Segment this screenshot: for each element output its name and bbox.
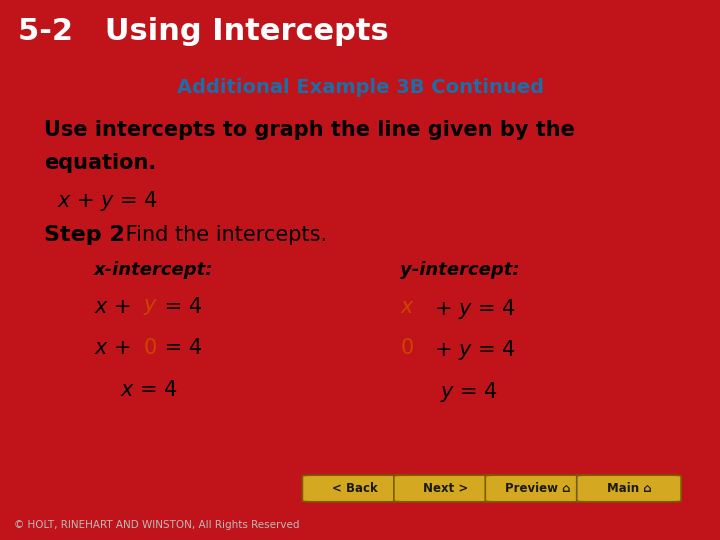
Text: $y$: $y$ [143,298,158,318]
Text: © HOLT, RINEHART AND WINSTON, All Rights Reserved: © HOLT, RINEHART AND WINSTON, All Rights… [14,520,300,530]
Text: equation.: equation. [44,153,156,173]
Text: Next >: Next > [423,482,469,495]
Text: Main ⌂: Main ⌂ [607,482,651,495]
Text: Additional Example 3B Continued: Additional Example 3B Continued [176,78,544,97]
Text: Preview ⌂: Preview ⌂ [505,482,570,495]
FancyBboxPatch shape [394,475,498,502]
Text: 5-2   Using Intercepts: 5-2 Using Intercepts [18,17,389,45]
Text: + $y$ = 4: + $y$ = 4 [428,298,516,321]
Text: $y$ = 4: $y$ = 4 [440,380,498,404]
Text: $x$ = 4: $x$ = 4 [120,380,179,400]
Text: Find the intercepts.: Find the intercepts. [120,225,328,245]
Text: $0$: $0$ [400,338,414,357]
Text: x-intercept:: x-intercept: [94,261,213,279]
Text: Step 2: Step 2 [44,225,125,245]
Text: Use intercepts to graph the line given by the: Use intercepts to graph the line given b… [44,120,575,140]
Text: $x$: $x$ [400,298,415,318]
Text: $0$: $0$ [143,338,157,357]
Text: y-intercept:: y-intercept: [400,261,520,279]
FancyBboxPatch shape [485,475,590,502]
Text: $x$ +: $x$ + [94,338,133,357]
FancyBboxPatch shape [302,475,407,502]
Text: $x$ +: $x$ + [94,298,133,318]
FancyBboxPatch shape [577,475,681,502]
Text: $x$ + $y$ = 4: $x$ + $y$ = 4 [58,189,158,213]
Text: = 4: = 4 [158,298,202,318]
Text: = 4: = 4 [158,338,202,357]
Text: < Back: < Back [332,482,377,495]
Text: + $y$ = 4: + $y$ = 4 [428,338,516,362]
